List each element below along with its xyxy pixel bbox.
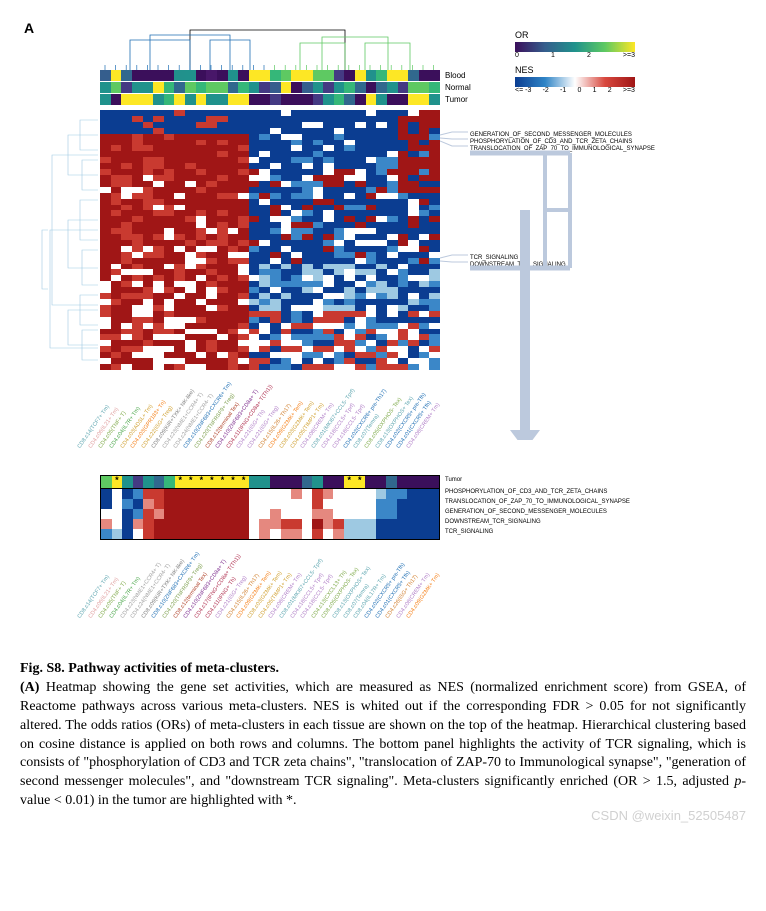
bottom-column-labels: CD8.c14(TCF7+ Tm)CD4.c06(IL21+ Tm)CD4.c0… <box>100 542 440 627</box>
bottom-tumor-label: Tumor <box>445 477 462 483</box>
legend-or-ticks: 012>=3 <box>515 52 635 59</box>
main-heatmap <box>100 110 440 370</box>
legend-or-title: OR <box>515 30 635 40</box>
caption-title: Fig. S8. Pathway activities of meta-clus… <box>20 660 746 679</box>
main-column-labels: CD8.c14(TCF7+ Tm)CD4.c06(IL21+ Tm)CD4.c0… <box>100 372 440 457</box>
legend-nes: NES <= -3-2-1012>=3 <box>515 65 635 94</box>
column-dendrogram <box>100 25 440 70</box>
legend-nes-ticks: <= -3-2-1012>=3 <box>515 87 635 94</box>
figure-panel-a: A OR 012>=3 NES <= -3-2-1012>=3 BloodNor… <box>20 20 746 620</box>
bottom-panel: ********** Tumor PHOSPHORYLATION_OF_CD3_… <box>100 475 440 627</box>
legend-nes-title: NES <box>515 65 635 75</box>
row-dendrogram <box>40 110 98 370</box>
bottom-tumor-strip: ********** <box>100 475 440 489</box>
panel-label: A <box>24 20 34 36</box>
row-callout-lines <box>440 110 470 370</box>
legend-nes-bar <box>515 77 635 87</box>
watermark: CSDN @weixin_52505487 <box>591 808 746 823</box>
figure-caption: Fig. S8. Pathway activities of meta-clus… <box>20 660 746 811</box>
legend-or-bar <box>515 42 635 52</box>
caption-panel-letter: (A) <box>20 680 39 695</box>
legend-or: OR 012>=3 <box>515 30 635 59</box>
caption-text-1: Heatmap showing the gene set activities,… <box>20 680 746 789</box>
caption-body: (A) Heatmap showing the gene set activit… <box>20 679 746 811</box>
bottom-heatmap <box>100 489 440 540</box>
